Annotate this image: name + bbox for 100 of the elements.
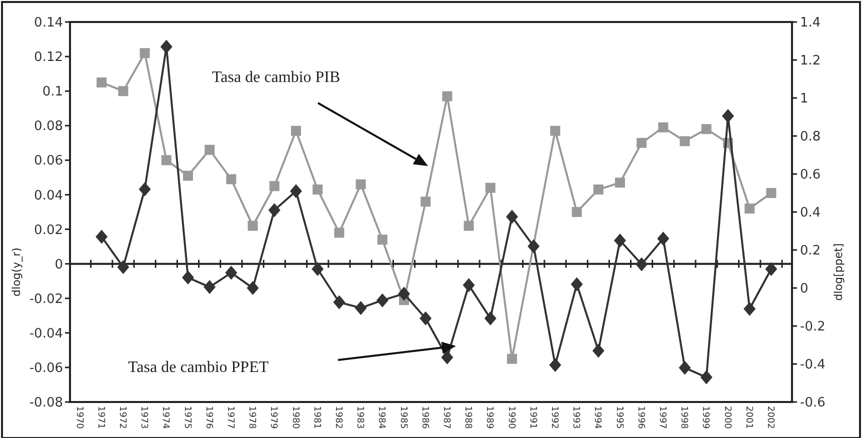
point xyxy=(226,174,236,184)
point xyxy=(592,344,604,358)
point xyxy=(161,155,172,166)
y2-tick-label: 0.4 xyxy=(800,206,821,221)
point xyxy=(484,311,496,326)
point xyxy=(376,293,388,308)
annotation: Tasa de cambio PIB xyxy=(212,69,340,86)
y-tick-label: 0.12 xyxy=(34,50,63,66)
x-tick-label: 1975 xyxy=(182,406,192,429)
point xyxy=(528,239,540,254)
x-tick-label: 1980 xyxy=(290,406,300,430)
y-tick-label: 0.08 xyxy=(34,119,63,134)
point xyxy=(117,260,130,274)
x-tick-label: 1973 xyxy=(138,406,149,429)
point xyxy=(766,188,776,198)
x-tick-label: 1996 xyxy=(635,406,646,430)
point xyxy=(118,86,128,96)
point xyxy=(701,124,712,134)
point xyxy=(96,230,108,244)
y2-tick-label: 1 xyxy=(800,92,808,107)
x-tick-label: 1978 xyxy=(246,406,257,430)
x-tick-label: 1991 xyxy=(527,406,538,429)
x-tick-label: 1995 xyxy=(614,406,624,429)
point xyxy=(744,302,756,316)
x-tick-label: 1989 xyxy=(484,406,494,430)
x-tick-label: 1977 xyxy=(225,406,236,429)
x-tick-label: 1993 xyxy=(570,406,581,429)
point xyxy=(722,109,734,124)
point xyxy=(550,126,560,136)
point xyxy=(354,300,367,315)
point xyxy=(140,48,150,58)
x-tick-label: 1994 xyxy=(592,406,602,430)
point xyxy=(182,270,194,285)
y-tick-label: 0.14 xyxy=(34,16,63,31)
x-tick-label: 2001 xyxy=(743,406,754,429)
x-tick-label: 1986 xyxy=(419,406,430,430)
point xyxy=(700,370,712,384)
x-tick-label: 2000 xyxy=(722,406,732,430)
x-tick-label: 1997 xyxy=(657,406,668,429)
y-tick-label: -0.06 xyxy=(29,361,63,376)
point xyxy=(356,179,366,190)
y2-tick-label: -0.2 xyxy=(800,320,826,335)
point xyxy=(593,184,604,195)
y-tick-label: 0.02 xyxy=(34,222,63,238)
point xyxy=(398,286,410,301)
point xyxy=(377,234,388,245)
point xyxy=(160,40,172,54)
y2-tick-label: 1.2 xyxy=(800,54,821,69)
y2-tick-label: -0.6 xyxy=(800,396,826,411)
y2-tick-label: -0.4 xyxy=(800,358,826,373)
y-axis-title: dlog(y_r) xyxy=(10,248,23,296)
y2-axis-title: dlog[ppet] xyxy=(832,243,845,301)
point xyxy=(290,184,302,198)
x-tick-label: 1984 xyxy=(376,406,386,430)
point xyxy=(657,232,670,246)
point xyxy=(442,91,452,102)
x-tick-label: 1987 xyxy=(441,406,452,429)
y2-tick-label: 0.8 xyxy=(800,130,821,145)
point xyxy=(485,182,496,193)
y-tick-label: 0.06 xyxy=(34,154,63,169)
y2-tick-label: 0.2 xyxy=(800,244,821,259)
point xyxy=(464,220,474,231)
y2-tick-label: 1.4 xyxy=(800,16,821,31)
point xyxy=(765,262,778,276)
x-tick-label: 1999 xyxy=(700,406,710,430)
point xyxy=(333,295,346,310)
y2-tick-label: 0 xyxy=(800,282,808,297)
y2-tick-label: 0.6 xyxy=(800,168,821,183)
point xyxy=(291,126,301,136)
y-tick-label: 0.1 xyxy=(42,84,63,100)
point xyxy=(204,280,216,294)
point xyxy=(614,234,626,248)
x-tick-label: 1998 xyxy=(678,406,689,430)
point xyxy=(420,196,431,207)
x-tick-label: 1985 xyxy=(398,406,408,429)
x-tick-label: 1970 xyxy=(74,406,84,430)
x-tick-label: 1992 xyxy=(549,406,560,429)
point xyxy=(507,354,517,364)
point xyxy=(680,136,690,146)
point xyxy=(420,311,432,326)
x-tick-label: 1981 xyxy=(311,406,322,429)
point xyxy=(678,360,691,375)
point xyxy=(506,210,518,224)
point xyxy=(225,266,238,280)
y-tick-label: -0.02 xyxy=(29,292,63,307)
y-tick-label: 0.04 xyxy=(34,188,63,204)
point xyxy=(636,138,647,148)
point xyxy=(744,204,755,214)
y-tick-label: -0.08 xyxy=(29,396,63,411)
point xyxy=(312,184,323,195)
x-tick-label: 1983 xyxy=(354,406,365,429)
point xyxy=(636,257,648,272)
annotation: Tasa de cambio PPET xyxy=(128,359,269,376)
point xyxy=(658,122,668,132)
x-tick-label: 1982 xyxy=(333,406,344,429)
x-tick-label: 1988 xyxy=(462,406,473,430)
x-tick-label: 1979 xyxy=(268,406,278,430)
point xyxy=(441,350,454,364)
x-tick-label: 2002 xyxy=(765,406,776,429)
x-tick-label: 1971 xyxy=(95,406,106,429)
